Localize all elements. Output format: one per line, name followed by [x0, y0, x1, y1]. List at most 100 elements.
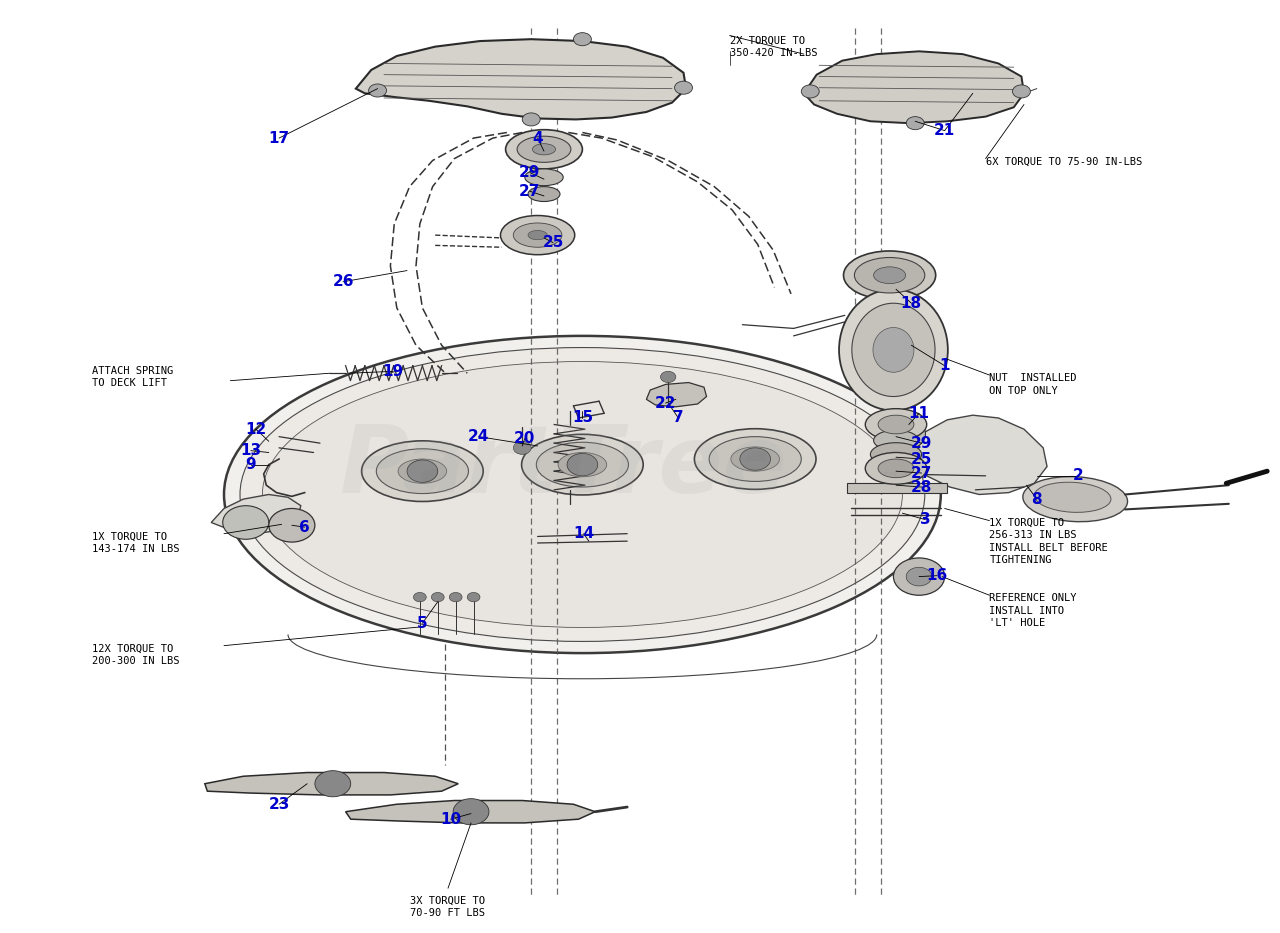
- Circle shape: [573, 33, 591, 46]
- Text: 12: 12: [246, 422, 266, 437]
- Ellipse shape: [500, 216, 575, 255]
- Ellipse shape: [874, 430, 919, 451]
- Circle shape: [467, 592, 480, 602]
- Polygon shape: [205, 773, 458, 795]
- Text: 23: 23: [269, 797, 289, 812]
- Text: PartTree: PartTree: [339, 421, 787, 512]
- Text: 28: 28: [911, 480, 932, 494]
- Text: 25: 25: [543, 235, 563, 250]
- Polygon shape: [804, 51, 1024, 123]
- Circle shape: [269, 508, 315, 542]
- Circle shape: [660, 371, 676, 383]
- Ellipse shape: [513, 223, 562, 247]
- Polygon shape: [356, 39, 686, 119]
- Circle shape: [413, 592, 426, 602]
- Text: 1X TORQUE TO
256-313 IN LBS
INSTALL BELT BEFORE
TIGHTENING: 1X TORQUE TO 256-313 IN LBS INSTALL BELT…: [989, 518, 1108, 565]
- Text: 6: 6: [300, 520, 310, 535]
- Circle shape: [906, 117, 924, 130]
- Circle shape: [453, 799, 489, 825]
- Ellipse shape: [522, 435, 643, 494]
- Ellipse shape: [840, 289, 947, 411]
- Ellipse shape: [239, 348, 925, 642]
- Text: 27: 27: [520, 184, 540, 199]
- Text: 10: 10: [440, 812, 461, 827]
- Circle shape: [369, 84, 387, 97]
- Text: 19: 19: [383, 364, 403, 379]
- Circle shape: [893, 558, 945, 595]
- Text: REFERENCE ONLY
INSTALL INTO
'LT' HOLE: REFERENCE ONLY INSTALL INTO 'LT' HOLE: [989, 593, 1076, 628]
- Circle shape: [449, 592, 462, 602]
- Ellipse shape: [870, 442, 922, 466]
- Ellipse shape: [532, 144, 556, 155]
- Text: 6X TORQUE TO 75-90 IN-LBS: 6X TORQUE TO 75-90 IN-LBS: [986, 157, 1142, 167]
- Text: ATTACH SPRING
TO DECK LIFT: ATTACH SPRING TO DECK LIFT: [92, 366, 173, 388]
- Ellipse shape: [873, 327, 914, 372]
- Text: 9: 9: [246, 457, 256, 472]
- Ellipse shape: [1034, 482, 1111, 512]
- Circle shape: [1012, 85, 1030, 98]
- Circle shape: [522, 113, 540, 126]
- Ellipse shape: [844, 251, 936, 299]
- Circle shape: [223, 506, 269, 539]
- Ellipse shape: [525, 169, 563, 186]
- Text: 25: 25: [911, 452, 932, 466]
- Ellipse shape: [865, 453, 927, 484]
- Ellipse shape: [865, 409, 927, 440]
- Ellipse shape: [224, 336, 941, 653]
- Ellipse shape: [709, 437, 801, 481]
- Text: 3X TORQUE TO
70-90 FT LBS: 3X TORQUE TO 70-90 FT LBS: [411, 896, 485, 918]
- Text: NUT  INSTALLED
ON TOP ONLY: NUT INSTALLED ON TOP ONLY: [989, 373, 1076, 396]
- Text: 13: 13: [241, 443, 261, 458]
- Circle shape: [675, 81, 692, 94]
- Ellipse shape: [398, 459, 447, 483]
- Text: 14: 14: [573, 526, 594, 541]
- Text: ™: ™: [879, 471, 900, 490]
- Ellipse shape: [1023, 477, 1128, 522]
- Text: 17: 17: [269, 131, 289, 146]
- Polygon shape: [916, 415, 1047, 494]
- Ellipse shape: [506, 130, 582, 169]
- Text: 7: 7: [673, 411, 684, 425]
- Ellipse shape: [855, 258, 924, 293]
- Text: 4: 4: [532, 131, 543, 146]
- Text: 18: 18: [901, 296, 922, 311]
- Text: 24: 24: [468, 429, 489, 444]
- Ellipse shape: [536, 442, 628, 487]
- Text: 8: 8: [1032, 492, 1042, 507]
- Polygon shape: [847, 483, 947, 493]
- Text: 12X TORQUE TO
200-300 IN LBS: 12X TORQUE TO 200-300 IN LBS: [92, 644, 179, 666]
- Text: 29: 29: [520, 165, 540, 180]
- Ellipse shape: [731, 447, 780, 471]
- Circle shape: [567, 453, 598, 476]
- Text: 29: 29: [911, 436, 932, 451]
- Circle shape: [740, 448, 771, 470]
- Ellipse shape: [873, 267, 906, 284]
- Circle shape: [906, 567, 932, 586]
- Text: 22: 22: [655, 396, 676, 411]
- Polygon shape: [211, 494, 301, 534]
- Text: 1: 1: [940, 358, 950, 373]
- Ellipse shape: [529, 187, 561, 202]
- Ellipse shape: [517, 136, 571, 162]
- Ellipse shape: [694, 429, 817, 490]
- Ellipse shape: [262, 362, 902, 627]
- Ellipse shape: [558, 453, 607, 477]
- Text: 15: 15: [572, 411, 593, 425]
- Circle shape: [431, 592, 444, 602]
- Text: 2X TORQUE TO
350-420 IN-LBS: 2X TORQUE TO 350-420 IN-LBS: [730, 35, 817, 58]
- Polygon shape: [646, 383, 707, 407]
- Ellipse shape: [878, 459, 914, 478]
- Circle shape: [513, 441, 531, 454]
- Text: 3: 3: [920, 512, 931, 527]
- Text: 1X TORQUE TO
143-174 IN LBS: 1X TORQUE TO 143-174 IN LBS: [92, 532, 179, 554]
- Polygon shape: [346, 801, 595, 823]
- Text: 5: 5: [417, 616, 428, 631]
- Text: 27: 27: [911, 466, 932, 480]
- Circle shape: [315, 771, 351, 797]
- Ellipse shape: [878, 415, 914, 434]
- Circle shape: [879, 417, 925, 451]
- Text: 11: 11: [909, 406, 929, 421]
- Circle shape: [801, 85, 819, 98]
- Ellipse shape: [376, 449, 468, 494]
- Text: 16: 16: [927, 568, 947, 583]
